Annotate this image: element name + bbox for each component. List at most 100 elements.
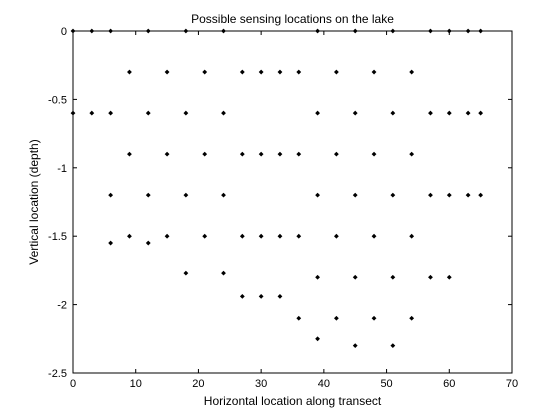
- data-point: [409, 315, 415, 321]
- data-point: [371, 315, 377, 321]
- data-point: [409, 233, 415, 239]
- data-point: [89, 28, 95, 34]
- data-point: [371, 233, 377, 239]
- data-point: [108, 192, 114, 198]
- axis-ticks: 0 10 20 30 40 50 60 70 0 -0.5 -1 -1.5 -2 -2.5: [48, 26, 518, 390]
- data-point: [202, 69, 208, 75]
- data-point: [70, 110, 76, 116]
- data-point: [277, 151, 283, 157]
- data-point: [296, 69, 302, 75]
- data-point: [352, 192, 358, 198]
- data-point: [334, 233, 339, 239]
- data-point: [221, 110, 226, 116]
- x-tick-label: 70: [506, 378, 518, 390]
- data-point: [277, 293, 283, 299]
- data-point: [465, 192, 471, 198]
- x-tick-label: 50: [380, 378, 392, 390]
- data-point: [446, 110, 452, 116]
- data-point: [446, 28, 452, 34]
- data-point: [258, 69, 264, 75]
- data-point: [334, 151, 339, 157]
- data-point: [315, 274, 320, 280]
- x-tick-label: 20: [192, 378, 204, 390]
- data-point: [258, 151, 264, 157]
- data-point: [465, 110, 471, 116]
- y-tick-label: -2.5: [48, 368, 67, 380]
- data-point: [478, 28, 484, 34]
- data-point: [164, 151, 170, 157]
- data-point: [446, 274, 452, 280]
- data-point: [334, 315, 339, 321]
- data-point: [315, 336, 320, 342]
- data-point: [239, 151, 245, 157]
- data-point: [127, 233, 132, 239]
- data-point: [258, 293, 264, 299]
- data-point: [277, 233, 283, 239]
- y-tick-label: -1.5: [48, 231, 67, 243]
- data-point: [390, 28, 396, 34]
- y-tick-label: -2: [57, 300, 67, 312]
- data-point: [277, 69, 283, 75]
- data-point: [428, 274, 433, 280]
- data-point: [296, 151, 302, 157]
- data-point: [409, 69, 415, 75]
- data-point: [390, 274, 396, 280]
- data-point: [296, 233, 302, 239]
- data-point: [221, 28, 226, 34]
- data-point: [390, 192, 396, 198]
- data-point: [145, 192, 151, 198]
- data-point: [352, 28, 358, 34]
- data-point: [183, 270, 189, 276]
- data-point: [239, 293, 245, 299]
- data-point: [315, 192, 320, 198]
- data-point: [70, 28, 76, 34]
- data-point: [465, 28, 471, 34]
- data-point: [428, 192, 433, 198]
- data-point: [221, 192, 226, 198]
- data-point: [221, 270, 226, 276]
- data-points: [70, 28, 484, 349]
- data-point: [164, 233, 170, 239]
- data-point: [145, 240, 151, 246]
- y-tick-label: -1: [57, 163, 67, 175]
- data-point: [108, 28, 114, 34]
- chart-title: Possible sensing locations on the lake: [191, 12, 394, 26]
- data-point: [478, 110, 484, 116]
- x-axis-label: Horizontal location along transect: [204, 394, 382, 408]
- data-point: [371, 69, 377, 75]
- data-point: [478, 192, 484, 198]
- data-point: [315, 110, 320, 116]
- data-point: [390, 343, 396, 349]
- data-point: [334, 69, 339, 75]
- x-tick-label: 30: [255, 378, 267, 390]
- data-point: [428, 28, 433, 34]
- data-point: [183, 28, 189, 34]
- y-tick-label: -0.5: [48, 94, 67, 106]
- plot-area: [72, 30, 513, 374]
- data-point: [390, 110, 396, 116]
- data-point: [428, 110, 433, 116]
- data-point: [446, 192, 452, 198]
- data-point: [352, 110, 358, 116]
- data-point: [352, 343, 358, 349]
- data-point: [371, 151, 377, 157]
- data-point: [239, 69, 245, 75]
- data-point: [89, 110, 95, 116]
- x-tick-label: 40: [318, 378, 330, 390]
- data-point: [127, 151, 132, 157]
- data-point: [409, 151, 415, 157]
- data-point: [145, 110, 151, 116]
- data-point: [239, 233, 245, 239]
- data-point: [145, 28, 151, 34]
- y-axis-label: Vertical location (depth): [27, 139, 41, 264]
- data-point: [258, 233, 264, 239]
- data-point: [202, 233, 208, 239]
- data-point: [315, 28, 320, 34]
- data-point: [183, 192, 189, 198]
- y-tick-label: 0: [61, 26, 67, 38]
- data-point: [202, 151, 208, 157]
- data-point: [352, 274, 358, 280]
- data-point: [296, 315, 302, 321]
- data-point: [127, 69, 132, 75]
